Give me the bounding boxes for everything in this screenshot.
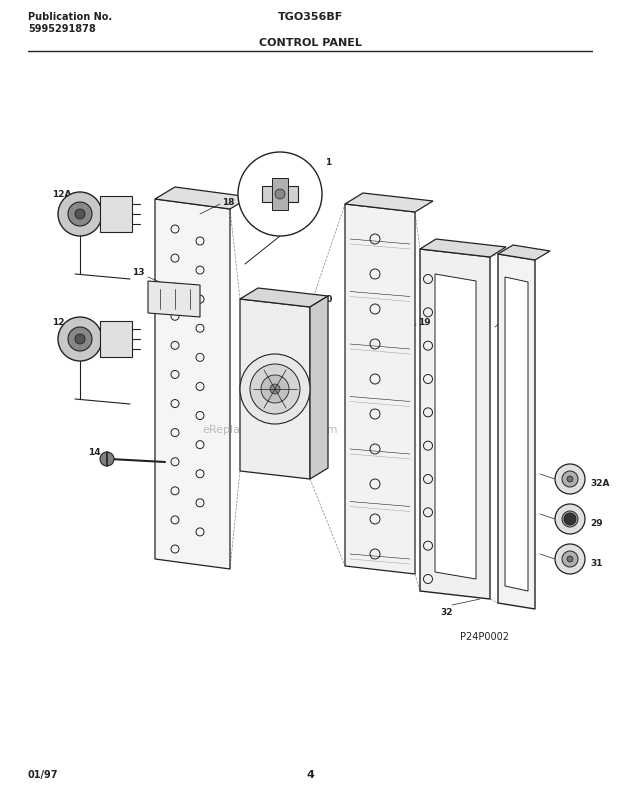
Circle shape — [555, 544, 585, 574]
Text: TGO356BF: TGO356BF — [277, 12, 343, 22]
Circle shape — [567, 516, 573, 522]
Circle shape — [275, 190, 285, 200]
Circle shape — [58, 193, 102, 237]
Text: 12A: 12A — [52, 190, 71, 199]
Text: 18: 18 — [222, 198, 234, 206]
Polygon shape — [420, 240, 506, 258]
Circle shape — [240, 355, 310, 425]
Circle shape — [567, 556, 573, 562]
Text: 12: 12 — [52, 318, 64, 327]
Circle shape — [58, 318, 102, 361]
Text: 20: 20 — [320, 295, 332, 304]
Text: 29: 29 — [590, 519, 603, 528]
Text: 13: 13 — [132, 267, 144, 277]
Polygon shape — [240, 288, 328, 308]
Circle shape — [562, 512, 578, 528]
Text: CONTROL PANEL: CONTROL PANEL — [259, 38, 361, 48]
Polygon shape — [345, 194, 433, 213]
Circle shape — [555, 504, 585, 534]
Circle shape — [562, 471, 578, 487]
Text: 32: 32 — [440, 607, 453, 616]
Text: Publication No.: Publication No. — [28, 12, 112, 22]
Polygon shape — [155, 188, 250, 210]
Circle shape — [100, 452, 114, 467]
Circle shape — [68, 328, 92, 352]
Text: 5995291878: 5995291878 — [28, 24, 95, 34]
Polygon shape — [498, 255, 535, 609]
Polygon shape — [148, 282, 200, 318]
Polygon shape — [310, 296, 328, 479]
Circle shape — [562, 552, 578, 567]
Text: 01/97: 01/97 — [28, 769, 58, 779]
Text: eReplacementParts.com: eReplacementParts.com — [202, 425, 338, 434]
Text: P24P0002: P24P0002 — [460, 631, 509, 642]
Circle shape — [238, 153, 322, 237]
Circle shape — [68, 202, 92, 226]
Text: 19: 19 — [418, 318, 431, 327]
Polygon shape — [498, 246, 550, 261]
Circle shape — [555, 464, 585, 495]
Text: 31: 31 — [590, 559, 603, 568]
Polygon shape — [240, 300, 310, 479]
Text: 1: 1 — [325, 158, 331, 167]
Polygon shape — [155, 200, 230, 569]
Circle shape — [564, 513, 576, 525]
Text: 2: 2 — [508, 310, 514, 319]
Polygon shape — [345, 205, 415, 574]
Circle shape — [250, 365, 300, 414]
Text: 4: 4 — [306, 769, 314, 779]
Circle shape — [567, 476, 573, 483]
Circle shape — [270, 385, 280, 394]
Text: 14: 14 — [88, 447, 100, 456]
Polygon shape — [100, 321, 132, 357]
Circle shape — [75, 210, 85, 220]
Circle shape — [261, 376, 289, 403]
Polygon shape — [262, 187, 298, 202]
Polygon shape — [100, 197, 132, 233]
Text: 32A: 32A — [590, 479, 609, 488]
Polygon shape — [420, 250, 490, 599]
Polygon shape — [272, 179, 288, 210]
Polygon shape — [435, 275, 476, 579]
Circle shape — [75, 335, 85, 344]
Polygon shape — [505, 278, 528, 591]
